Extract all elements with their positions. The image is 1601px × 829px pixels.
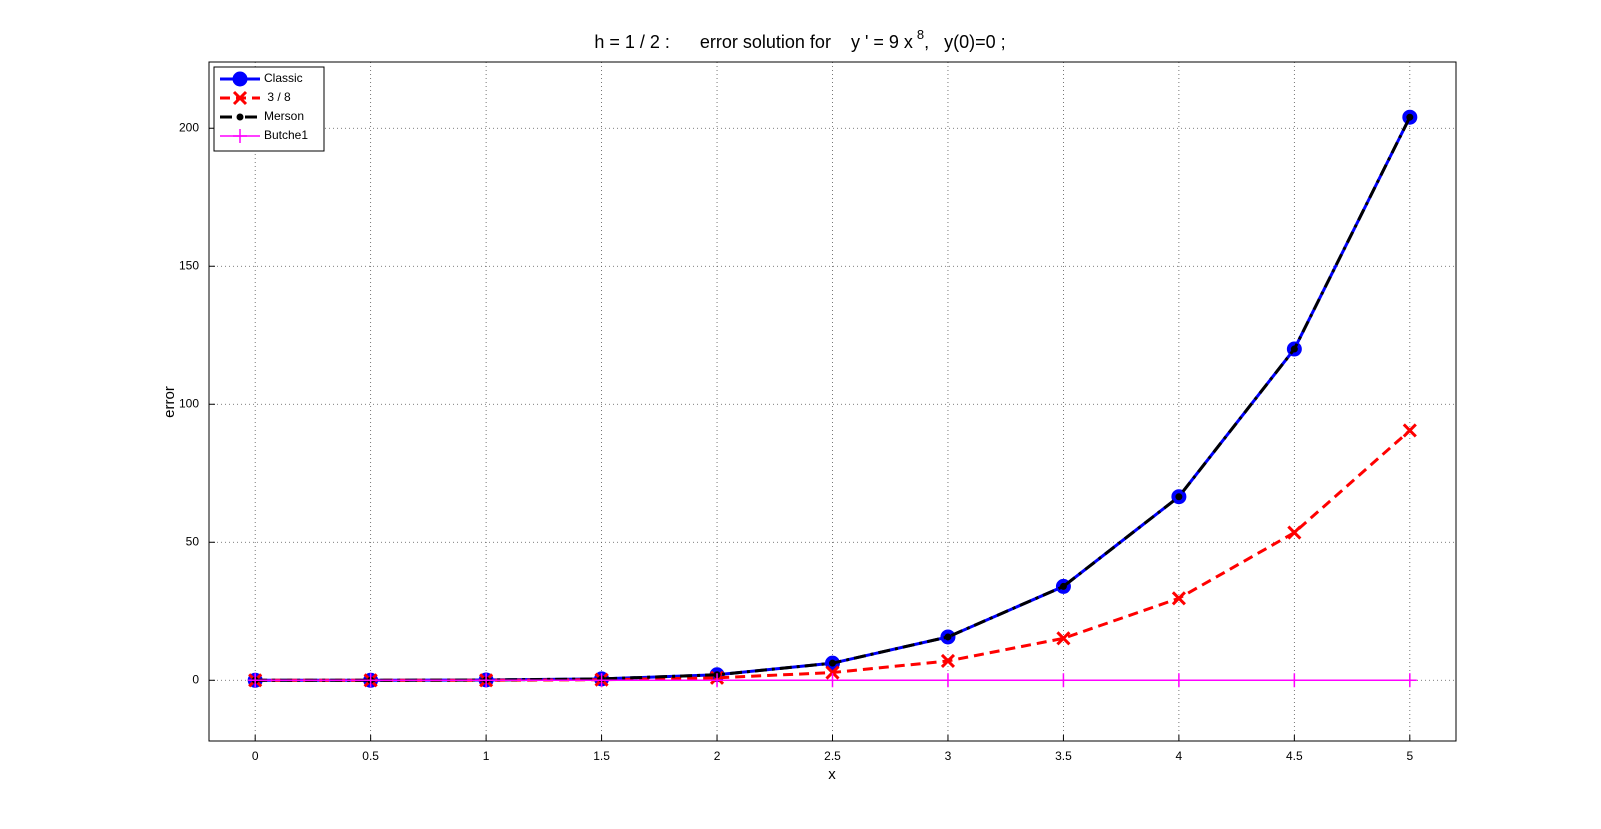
- marker: [1287, 525, 1302, 540]
- legend-label: 3 / 8: [264, 90, 291, 104]
- x-tick-label: 4: [1176, 749, 1183, 763]
- x-axis-label: x: [828, 766, 836, 783]
- x-tick-label: 0.5: [362, 749, 379, 763]
- y-tick-label: 150: [179, 258, 199, 272]
- marker: [1290, 345, 1298, 353]
- marker: [940, 653, 956, 669]
- legend-marker: [232, 71, 248, 87]
- x-tick-label: 2.5: [824, 749, 841, 763]
- marker: [1059, 582, 1067, 590]
- marker: [1406, 113, 1414, 121]
- y-tick-label: 0: [192, 672, 199, 686]
- x-tick-label: 4.5: [1286, 749, 1303, 763]
- y-tick-label: 50: [186, 534, 200, 548]
- x-tick-label: 0: [252, 749, 259, 763]
- marker: [825, 673, 840, 688]
- legend: Classic 3 / 8 Merson Butche1: [213, 66, 325, 152]
- marker: [1175, 493, 1183, 501]
- legend-box: [213, 66, 325, 152]
- marker: [1402, 673, 1417, 688]
- legend-label: Classic: [264, 71, 303, 85]
- x-tick-label: 2: [714, 749, 721, 763]
- legend-marker: [236, 113, 244, 121]
- marker: [829, 659, 836, 667]
- marker: [1171, 591, 1186, 606]
- marker: [594, 673, 609, 688]
- legend-label: Merson: [264, 109, 304, 123]
- marker: [1056, 631, 1071, 646]
- x-tick-label: 3: [945, 749, 952, 763]
- y-axis-label: error: [161, 386, 178, 418]
- marker: [1402, 423, 1417, 438]
- chart-title: h = 1 / 2 : error solution for y ' = 9 x…: [594, 27, 1005, 51]
- title-exponent: 8: [917, 27, 924, 42]
- marker: [825, 665, 840, 680]
- marker: [1056, 673, 1071, 688]
- y-tick-label: 200: [179, 120, 199, 134]
- x-tick-label: 1: [483, 749, 490, 763]
- marker: [1171, 673, 1186, 688]
- title-end: , y(0)=0 ;: [924, 32, 1006, 52]
- legend-label: Butche1: [264, 128, 308, 142]
- plot-frame: [208, 61, 1457, 742]
- marker: [710, 673, 725, 688]
- x-tick-label: 5: [1406, 749, 1413, 763]
- legend-marker: [233, 129, 247, 143]
- y-tick-label: 100: [179, 396, 199, 410]
- marker: [940, 673, 955, 688]
- x-tick-label: 1.5: [593, 749, 610, 763]
- legend-marker: [232, 90, 248, 106]
- marker: [1287, 673, 1302, 688]
- marker: [248, 673, 263, 688]
- x-tick-label: 3.5: [1055, 749, 1072, 763]
- marker: [363, 673, 378, 688]
- marker: [479, 673, 494, 688]
- marker: [944, 633, 952, 641]
- title-main: h = 1 / 2 : error solution for y ' = 9 x: [594, 32, 913, 52]
